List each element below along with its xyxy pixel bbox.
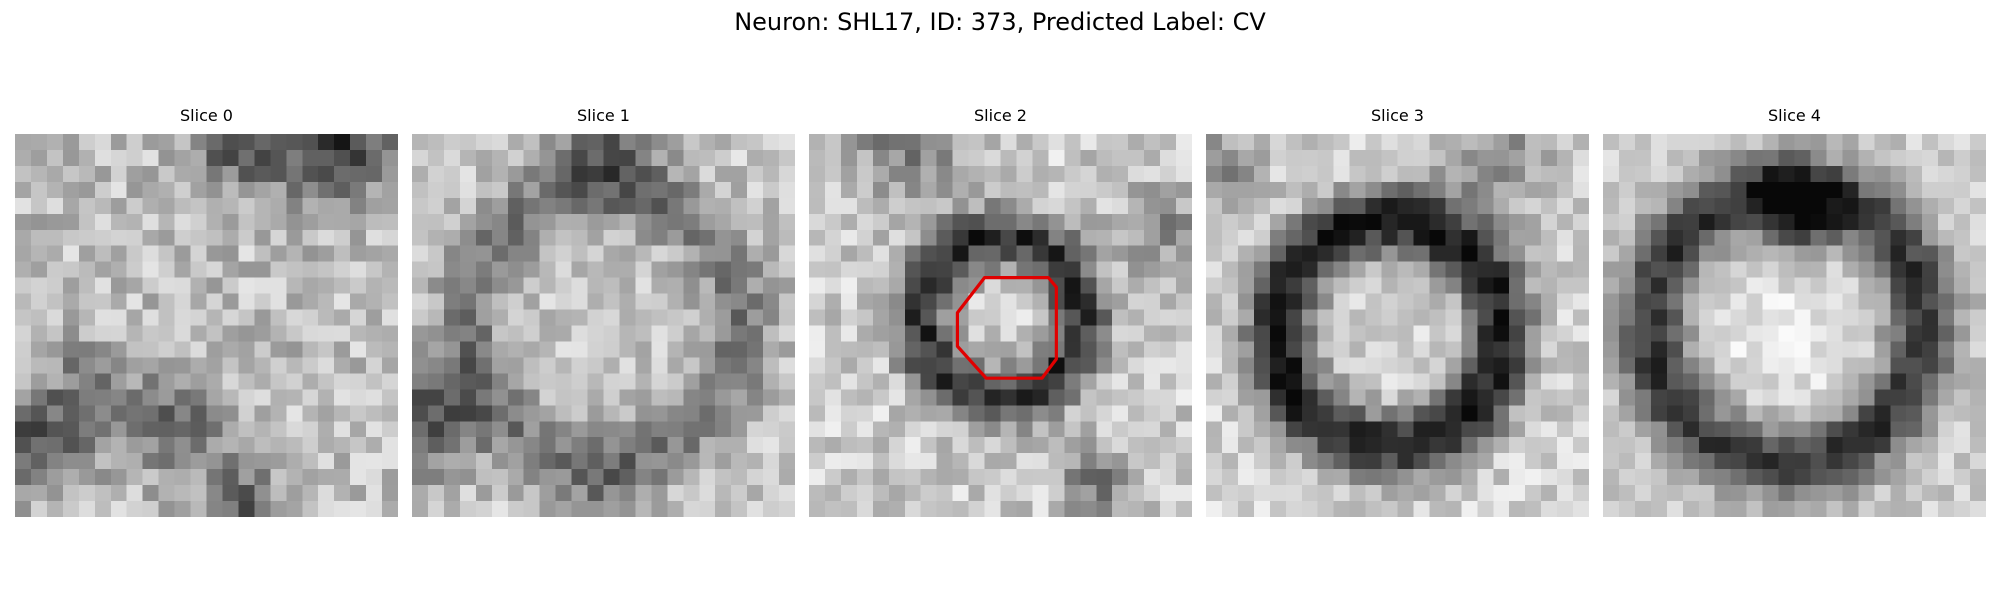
panel-title: Slice 3 [1371, 106, 1424, 125]
panel-title: Slice 4 [1768, 106, 1821, 125]
slice-image [412, 134, 795, 517]
slice-image [1603, 134, 1986, 517]
panel-title: Slice 1 [577, 106, 630, 125]
slice-image [809, 134, 1192, 517]
panel-title: Slice 2 [974, 106, 1027, 125]
slice-image [1206, 134, 1589, 517]
slice-image [15, 134, 398, 517]
figure-title: Neuron: SHL17, ID: 373, Predicted Label:… [734, 8, 1266, 36]
panel-title: Slice 0 [180, 106, 233, 125]
vesicle-outline [955, 276, 1058, 380]
